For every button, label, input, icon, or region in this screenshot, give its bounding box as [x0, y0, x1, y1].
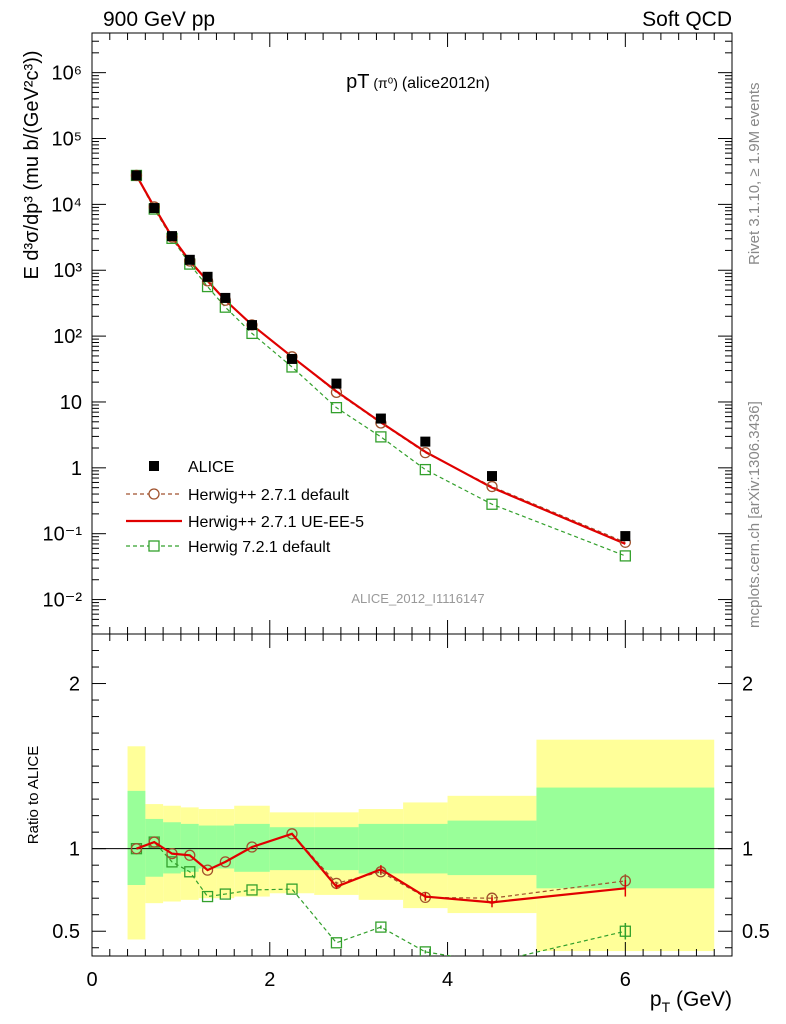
ratio-y-tick-label: 0.5 — [52, 921, 80, 943]
ratio-herwig7-marker — [286, 883, 298, 895]
ratio-herwig7-marker — [246, 884, 258, 896]
herwigpp-default-marker — [486, 480, 498, 493]
ratio-y-tick-label-right: 1 — [742, 839, 753, 861]
ratio-herwigpp-default-marker — [130, 843, 143, 855]
alice-data-point — [375, 413, 386, 424]
alice-data-point — [149, 203, 160, 214]
ratio-band-green — [180, 823, 199, 872]
alice-data-point — [331, 378, 342, 389]
herwig7-marker — [419, 463, 431, 476]
legend-herwig7-marker — [148, 540, 160, 552]
alice-data-point — [487, 471, 497, 482]
x-tick-label: 6 — [620, 969, 631, 991]
ratio-band-green — [127, 790, 146, 885]
y-tick-label: 10⁻¹ — [43, 524, 83, 546]
y-tick-label: 10⁵ — [51, 129, 82, 151]
y-tick-label: 10⁶ — [52, 63, 82, 85]
y-tick-label: 10⁴ — [51, 194, 82, 216]
ratio-band-green — [216, 825, 235, 869]
legend-label: Herwig 7.2.1 default — [188, 539, 331, 556]
x-tick-label: 2 — [264, 969, 275, 991]
ratio-herwigpp-default-marker — [246, 841, 258, 853]
alice-data-point — [202, 271, 213, 282]
legend-label: Herwig++ 2.7.1 UE-EE-5 — [188, 514, 364, 531]
alice-data-point — [184, 254, 195, 265]
x-axis-label-unit: (GeV) — [670, 988, 732, 1011]
ratio-y-tick-label: 2 — [69, 674, 80, 696]
ratio-y-tick-label-right: 0.5 — [742, 921, 770, 943]
ratio-y-axis-label: Ratio to ALICE — [25, 746, 42, 844]
ratio-band-green — [536, 787, 715, 889]
y-tick-label: 10⁻² — [43, 590, 83, 612]
alice-data-point — [420, 436, 431, 447]
y-axis-label: E d³σ/dp³ (mu b/(GeV²c³)) — [21, 50, 43, 279]
herwig7-marker — [375, 431, 387, 443]
alice-data-point — [220, 292, 231, 303]
alice-data-point — [620, 531, 631, 542]
legend-alice-marker — [149, 461, 159, 471]
herwig7-marker — [619, 550, 631, 562]
plot-title: pT (π⁰) (alice2012n) — [346, 71, 490, 93]
x-axis-label: pT (GeV) — [650, 988, 732, 1015]
herwig7-marker — [330, 401, 343, 414]
ratio-herwig7-marker — [219, 888, 231, 900]
alice-data-point — [167, 231, 177, 242]
ratio-herwig7-marker — [166, 856, 178, 868]
ratio-band-green — [198, 825, 217, 869]
ratio-herwig7-line — [136, 841, 626, 956]
ratio-herwig7-marker — [419, 946, 431, 956]
ratio-herwigpp-default-marker — [148, 836, 160, 848]
ratio-series-group — [130, 828, 631, 968]
header-left: 900 GeV pp — [103, 8, 216, 31]
ratio-herwig7-marker — [487, 958, 497, 968]
ratio-herwigpp-default-marker — [219, 856, 231, 868]
ratio-herwig7-marker — [184, 866, 196, 878]
y-tick-label: 10 — [60, 392, 82, 414]
legend-label: ALICE — [188, 459, 234, 476]
alice-data-point — [131, 170, 142, 181]
ratio-herwig7-marker — [619, 925, 631, 937]
herwigpp-default-marker — [419, 447, 431, 459]
ratio-band-green — [145, 818, 164, 877]
y-tick-label: 10² — [53, 326, 82, 348]
legend-herwigpp-default-marker — [148, 488, 160, 500]
ratio-herwig7-marker — [375, 921, 387, 933]
ratio-y-tick-label-right: 2 — [742, 674, 753, 696]
alice-data-point — [287, 353, 297, 364]
y-tick-label: 10³ — [53, 260, 82, 282]
plot-title-particle: (π⁰) — [369, 75, 401, 91]
ratio-y-tick-label: 1 — [69, 839, 80, 861]
x-tick-label: 0 — [86, 969, 97, 991]
ratio-band-green — [447, 820, 537, 876]
alice-data-point — [247, 320, 257, 331]
y-tick-label: 1 — [71, 458, 82, 480]
ratio-herwigpp-default-marker — [201, 864, 214, 876]
x-tick-label: 4 — [442, 969, 453, 991]
ratio-herwig7-marker — [330, 937, 343, 949]
legend-label: Herwig++ 2.7.1 default — [188, 487, 350, 504]
plot-title-tag: (alice2012n) — [402, 75, 490, 92]
ratio-herwigpp-default-marker — [286, 828, 298, 840]
herwig7-marker — [486, 498, 498, 510]
analysis-watermark: ALICE_2012_I1116147 — [351, 591, 484, 606]
ratio-herwig7-marker — [201, 890, 214, 903]
x-axis-label-sub: T — [662, 999, 671, 1015]
header-right: Soft QCD — [642, 8, 732, 31]
